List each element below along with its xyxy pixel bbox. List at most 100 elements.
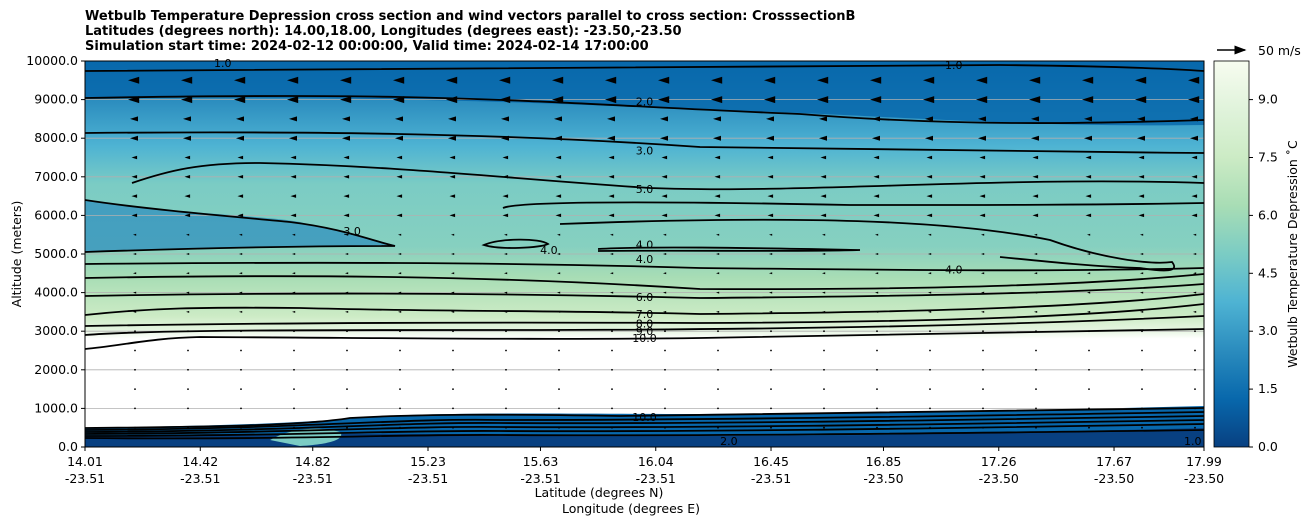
wind-vector [717, 330, 719, 333]
wind-vector [452, 349, 454, 352]
wind-vector [764, 96, 776, 104]
wind-vector [181, 96, 193, 104]
wind-vector [611, 407, 613, 410]
wind-vector [658, 76, 670, 84]
wind-vector [186, 233, 190, 236]
wind-vector [183, 116, 191, 122]
wind-vector [187, 368, 189, 371]
wind-vector [395, 116, 403, 122]
wind-vector [187, 388, 189, 390]
wind-vector [287, 76, 299, 84]
wind-vector [343, 155, 350, 160]
y-tick-label: 3000.0 [34, 323, 78, 338]
wind-vector [131, 194, 138, 198]
wind-vector [505, 388, 507, 390]
wind-vector [504, 253, 508, 255]
contour-label: 9.0 [636, 325, 654, 338]
wind-vector [502, 175, 509, 179]
wind-vector [186, 253, 190, 255]
wind-vector [822, 310, 826, 313]
wind-vector [663, 291, 667, 294]
x-tick-label-lat: 14.82 [295, 454, 331, 469]
wind-vector [820, 155, 827, 160]
wind-vector [717, 349, 719, 352]
wind-vector [823, 426, 825, 429]
wind-vector [982, 368, 984, 371]
wind-vector [451, 253, 455, 255]
wind-vector [875, 310, 879, 313]
contour-6-surface [85, 419, 1204, 435]
wind-vector [557, 310, 561, 313]
wind-vector [1138, 155, 1145, 160]
wind-vector [1140, 233, 1144, 236]
contour-label: 4.0 [540, 244, 558, 257]
colorbar-tick-label: 1.5 [1258, 381, 1278, 396]
x-tick-label-lat: 17.67 [1096, 454, 1132, 469]
wind-vector [398, 310, 402, 313]
wind-vector [875, 233, 879, 236]
wind-vector [872, 116, 880, 122]
wind-vector [608, 213, 615, 218]
wind-vector [1084, 135, 1092, 141]
wind-vector [504, 233, 508, 236]
wind-vector [343, 175, 350, 179]
wind-vector [396, 155, 403, 160]
colorbar-tick-label: 9.0 [1258, 92, 1278, 107]
contour-4-blob [481, 238, 550, 249]
x-tick-label-lon: -23.51 [293, 471, 333, 486]
x-tick-label-lon: -23.51 [408, 471, 448, 486]
wind-vector [501, 116, 509, 122]
wind-vector [504, 272, 508, 275]
wind-vector [398, 253, 402, 255]
wind-vector [607, 135, 615, 141]
wind-vector [1082, 76, 1094, 84]
wind-vector [610, 310, 614, 313]
wind-vector [449, 194, 456, 198]
wind-vector [346, 368, 348, 371]
contour-label: 6.0 [636, 291, 654, 304]
wind-vector [239, 253, 243, 255]
wind-vector [1194, 407, 1196, 410]
x-tick-label-lon: -23.51 [65, 471, 105, 486]
wind-vector [236, 116, 244, 122]
wind-vector [399, 388, 401, 390]
wind-vector [823, 368, 825, 371]
colorbar-tick-label: 3.0 [1258, 323, 1278, 338]
wind-vector [396, 194, 403, 198]
wind-vector [240, 426, 242, 429]
wind-vector [345, 272, 349, 275]
wind-vector [399, 330, 401, 333]
wind-vector [711, 96, 723, 104]
wind-vector [664, 349, 666, 352]
title-line-2: Latitudes (degrees north): 14.00,18.00, … [85, 24, 682, 39]
wind-vector [661, 155, 668, 160]
wind-vector [1029, 76, 1041, 84]
wind-vector [240, 349, 242, 352]
wind-vector [1191, 175, 1198, 179]
wind-vector [1137, 135, 1145, 141]
wind-vector [237, 194, 244, 198]
wind-vector [714, 175, 721, 179]
wind-vector [504, 291, 508, 294]
wind-vector [1138, 175, 1145, 179]
chart-title: Wetbulb Temperature Depression cross sec… [85, 9, 855, 54]
contour-8 [85, 303, 1204, 327]
title-line-3: Simulation start time: 2024-02-12 00:00:… [85, 39, 649, 54]
x-axis: 14.01 -23.51 14.42 -23.51 14.82 -23.51 15.23 -2… [65, 447, 1224, 486]
wind-vector [446, 96, 458, 104]
wind-vector [661, 194, 668, 198]
wind-vector [1191, 155, 1198, 160]
wind-vector [767, 194, 774, 198]
contour-4-mid [85, 261, 1204, 272]
wind-vector [875, 253, 879, 255]
wind-vector [608, 175, 615, 179]
wind-vector [978, 116, 986, 122]
wind-vector [663, 310, 667, 313]
contour-2-surface [85, 429, 1204, 440]
colorbar-tick-label: 7.5 [1258, 150, 1278, 165]
wind-vector [292, 233, 296, 236]
wind-vector [714, 194, 721, 198]
wind-vector [926, 155, 933, 160]
x-tick-label-lat: 15.23 [410, 454, 446, 469]
wind-vector [186, 291, 190, 294]
